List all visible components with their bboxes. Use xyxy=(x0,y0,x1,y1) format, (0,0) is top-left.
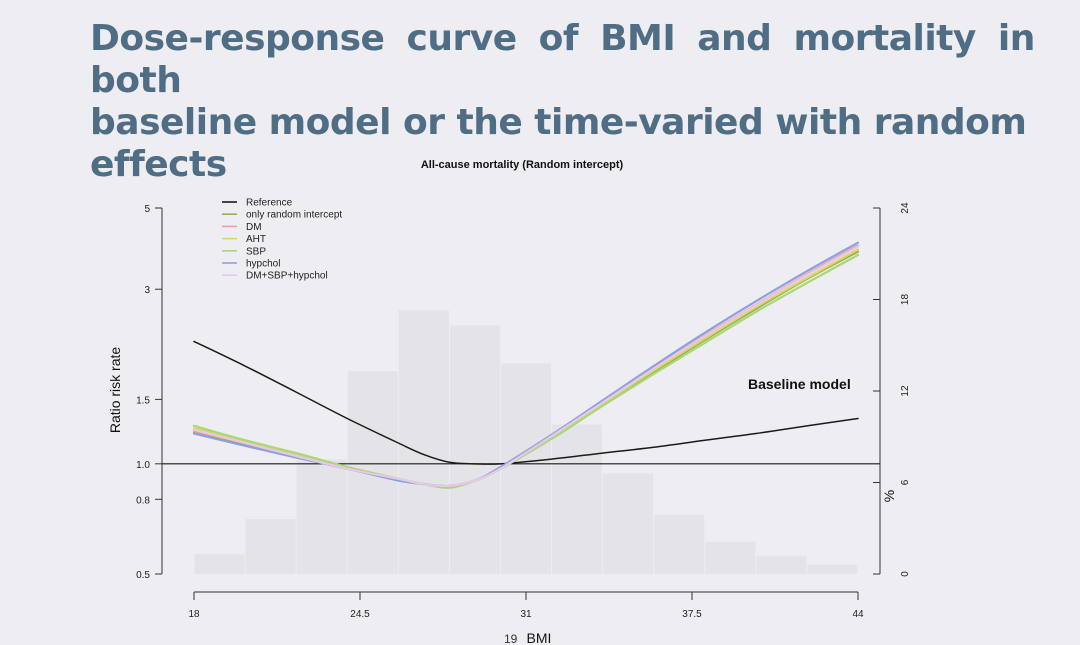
y2-tick-label: 24 xyxy=(900,202,911,214)
histogram-bar xyxy=(807,564,858,574)
y-tick-label: 0.8 xyxy=(136,495,150,506)
y-axis-title: Ratio risk rate xyxy=(107,347,123,434)
legend-label: DM+SBP+hypchol xyxy=(246,271,328,282)
y2-tick-label: 0 xyxy=(900,571,911,577)
histogram-bar xyxy=(245,519,296,574)
histogram-bar xyxy=(654,514,705,574)
page-number: 19 xyxy=(504,632,518,645)
y2-axis-title: % xyxy=(881,490,897,502)
histogram-bar xyxy=(603,473,654,574)
slide-title-line-2: baseline model or the time-varied with r… xyxy=(90,102,1027,185)
y-tick-label: 1.5 xyxy=(136,395,150,406)
y-tick-label: 0.5 xyxy=(136,570,150,581)
histogram-bar xyxy=(500,363,552,574)
legend-label: only random intercept xyxy=(246,210,342,221)
y2-tick-label: 12 xyxy=(900,385,911,397)
histogram xyxy=(194,310,858,574)
legend-label: AHT xyxy=(246,234,266,245)
x-axis-title: BMI xyxy=(527,630,552,645)
histogram-bar xyxy=(194,554,245,574)
histogram-bar xyxy=(398,310,449,574)
histogram-bar xyxy=(705,541,756,574)
histogram-bar xyxy=(296,459,347,574)
histogram-bar xyxy=(552,424,603,574)
x-tick-label: 24.5 xyxy=(350,609,370,620)
legend-label: SBP xyxy=(246,246,266,257)
axes: 0.5 0.8 1.0 1.5 3 5 18 24.5 31 37.5 44 0 6 12 18 24 xyxy=(136,202,911,620)
y-tick-label: 1.0 xyxy=(136,460,150,471)
series-lines xyxy=(192,241,860,489)
y-tick-label: 5 xyxy=(144,204,150,215)
y-tick-label: 3 xyxy=(144,285,150,296)
x-tick-label: 18 xyxy=(188,609,200,620)
histogram-bar xyxy=(756,555,807,574)
legend-label: DM xyxy=(246,222,262,233)
series-line-reference xyxy=(193,340,859,465)
histogram-bar xyxy=(449,325,500,574)
y2-tick-label: 6 xyxy=(900,479,911,485)
chart-title: All-cause mortality (Random intercept) xyxy=(421,159,624,171)
slide-title-line-1: Dose-response curve of BMI and mortality… xyxy=(90,18,1035,101)
y2-tick-label: 18 xyxy=(900,294,911,306)
slide-title: Dose-response curve of BMI and mortality… xyxy=(90,18,1050,186)
series-line-dm-sbp-hypchol xyxy=(192,245,860,488)
x-tick-label: 31 xyxy=(520,609,532,620)
x-tick-label: 44 xyxy=(852,609,864,620)
legend-label: hypchol xyxy=(246,259,280,270)
legend-label: Reference xyxy=(246,198,293,209)
baseline-model-annotation: Baseline model xyxy=(748,376,851,392)
x-tick-label: 37.5 xyxy=(682,609,702,620)
